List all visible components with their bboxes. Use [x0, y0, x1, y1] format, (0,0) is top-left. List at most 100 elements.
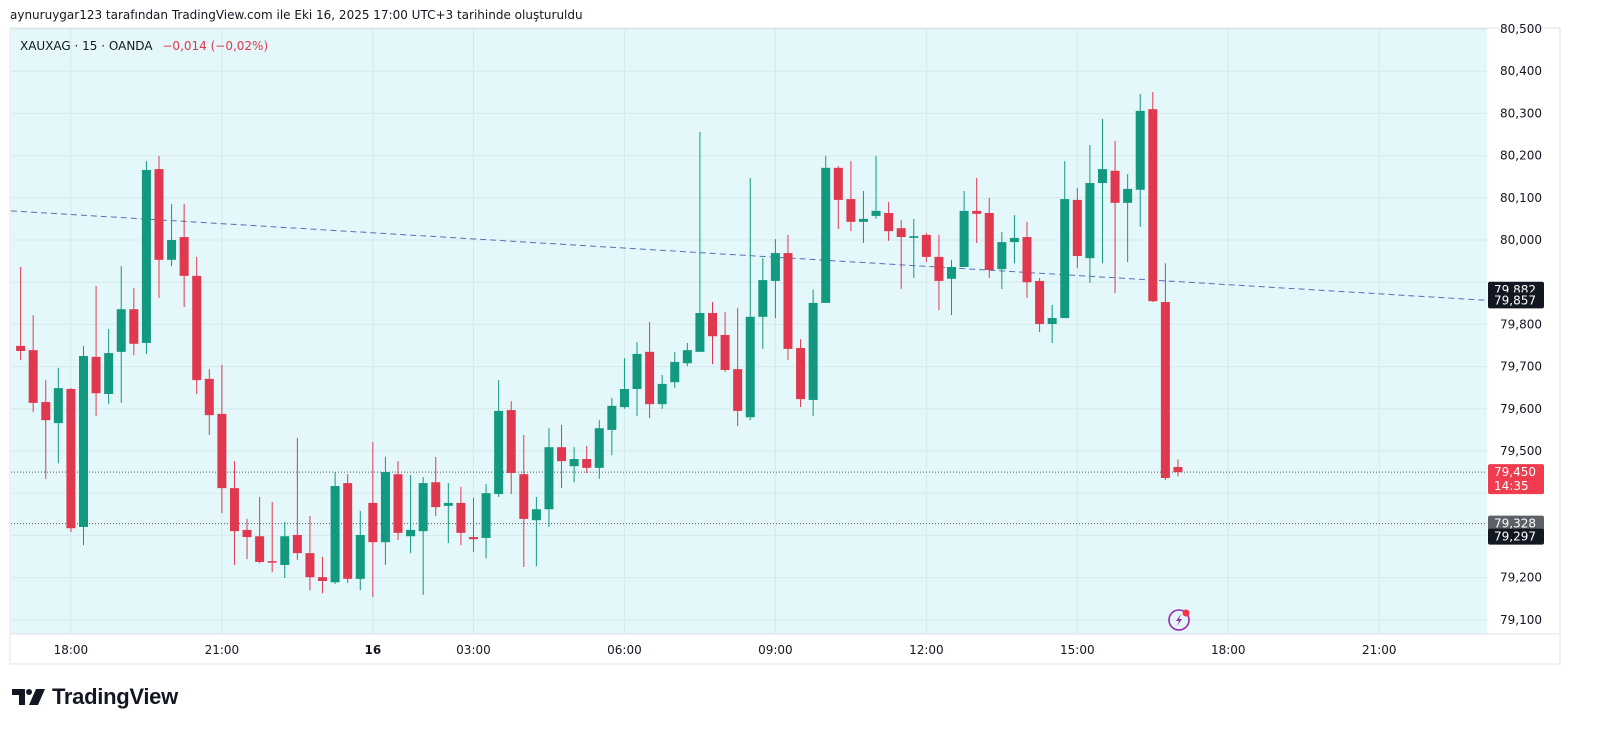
- candle-down[interactable]: [16, 267, 26, 360]
- candle-down[interactable]: [1022, 221, 1032, 298]
- candle-down[interactable]: [217, 364, 227, 514]
- candle-up[interactable]: [959, 191, 969, 268]
- candle-down[interactable]: [582, 445, 592, 473]
- candle-down[interactable]: [255, 496, 265, 564]
- trend-line[interactable]: [10, 210, 1488, 301]
- candle-up[interactable]: [607, 397, 617, 456]
- candle-up[interactable]: [406, 475, 416, 554]
- candle-down[interactable]: [984, 197, 994, 278]
- candle-up[interactable]: [280, 521, 290, 579]
- candle-up[interactable]: [141, 161, 151, 354]
- candle-up[interactable]: [997, 231, 1007, 289]
- candle-down[interactable]: [1110, 140, 1120, 294]
- candle-down[interactable]: [896, 220, 906, 289]
- candle-down[interactable]: [884, 202, 894, 241]
- candle-down[interactable]: [557, 424, 567, 489]
- candle-up[interactable]: [594, 420, 604, 479]
- candle-down[interactable]: [318, 556, 328, 594]
- candle-down[interactable]: [468, 497, 478, 552]
- candle-down[interactable]: [204, 369, 214, 435]
- candle-up[interactable]: [657, 375, 667, 409]
- candle-down[interactable]: [431, 456, 441, 516]
- candle-up[interactable]: [1047, 304, 1057, 343]
- candle-down[interactable]: [1148, 91, 1158, 303]
- candle-up[interactable]: [619, 358, 629, 409]
- candle-body: [821, 167, 831, 303]
- candle-up[interactable]: [632, 342, 642, 416]
- candle-down[interactable]: [720, 312, 730, 373]
- candle-up[interactable]: [682, 342, 692, 367]
- candle-body: [267, 561, 277, 563]
- candle-up[interactable]: [1009, 215, 1019, 264]
- candle-down[interactable]: [934, 234, 944, 311]
- candle-up[interactable]: [531, 496, 541, 567]
- candle-down[interactable]: [267, 502, 277, 573]
- candle-up[interactable]: [808, 289, 818, 416]
- candle-up[interactable]: [380, 456, 390, 565]
- candle-up[interactable]: [1135, 93, 1145, 227]
- candle-up[interactable]: [1060, 161, 1070, 319]
- candle-up[interactable]: [53, 367, 63, 464]
- candle-up[interactable]: [909, 218, 919, 278]
- candle-up[interactable]: [79, 345, 88, 546]
- candle-down[interactable]: [154, 156, 164, 298]
- candle-down[interactable]: [242, 518, 252, 560]
- candle-up[interactable]: [355, 510, 365, 591]
- candle-down[interactable]: [506, 401, 516, 495]
- candle-down[interactable]: [1173, 459, 1183, 477]
- candle-up[interactable]: [695, 131, 705, 352]
- candle-down[interactable]: [192, 256, 202, 395]
- candle-down[interactable]: [796, 339, 806, 408]
- candle-up[interactable]: [758, 258, 768, 349]
- candle-down[interactable]: [833, 166, 843, 230]
- candle-up[interactable]: [481, 483, 491, 559]
- candle-down[interactable]: [66, 388, 76, 533]
- candle-up[interactable]: [569, 447, 579, 483]
- candle-up[interactable]: [1097, 118, 1107, 264]
- candle-up[interactable]: [1123, 174, 1133, 262]
- candle-down[interactable]: [783, 234, 793, 360]
- candle-down[interactable]: [393, 461, 403, 541]
- candle-down[interactable]: [733, 307, 743, 427]
- candle-up[interactable]: [494, 380, 504, 497]
- candle-down[interactable]: [129, 288, 139, 356]
- candle-down[interactable]: [519, 434, 529, 568]
- symbol-info[interactable]: XAUXAG · 15 · OANDA: [20, 39, 153, 53]
- candle-down[interactable]: [343, 474, 353, 584]
- candle-down[interactable]: [229, 461, 239, 565]
- candle-up[interactable]: [1085, 145, 1095, 284]
- candle-down[interactable]: [921, 232, 931, 262]
- candle-down[interactable]: [846, 161, 856, 232]
- candle-down[interactable]: [708, 302, 717, 365]
- candle-down[interactable]: [456, 486, 466, 546]
- alert-icon[interactable]: [1168, 609, 1190, 631]
- candle-down[interactable]: [972, 177, 982, 243]
- candle-up[interactable]: [871, 156, 881, 219]
- candle-down[interactable]: [368, 442, 378, 598]
- candle-down[interactable]: [305, 515, 315, 591]
- candle-up[interactable]: [104, 329, 114, 405]
- candle-up[interactable]: [770, 239, 780, 319]
- candle-down[interactable]: [645, 321, 655, 419]
- candle-up[interactable]: [443, 483, 453, 543]
- candle-down[interactable]: [41, 380, 51, 479]
- candle-down[interactable]: [28, 315, 38, 413]
- candle-down[interactable]: [292, 437, 302, 560]
- candle-up[interactable]: [821, 156, 831, 303]
- candle-up[interactable]: [418, 477, 428, 595]
- candle-up[interactable]: [544, 428, 554, 527]
- candle-down[interactable]: [179, 204, 189, 308]
- candle-up[interactable]: [858, 191, 868, 243]
- candle-up[interactable]: [167, 204, 177, 267]
- candle-down[interactable]: [91, 285, 101, 416]
- tradingview-logo[interactable]: TradingView: [12, 684, 178, 710]
- candle-up[interactable]: [745, 177, 755, 421]
- candle-down[interactable]: [1035, 277, 1045, 332]
- candle-up[interactable]: [116, 266, 126, 403]
- candle-up[interactable]: [947, 259, 957, 316]
- candle-up[interactable]: [670, 351, 680, 389]
- candle-up[interactable]: [330, 472, 340, 584]
- candle-down[interactable]: [1160, 263, 1170, 481]
- candle-down[interactable]: [1072, 188, 1082, 268]
